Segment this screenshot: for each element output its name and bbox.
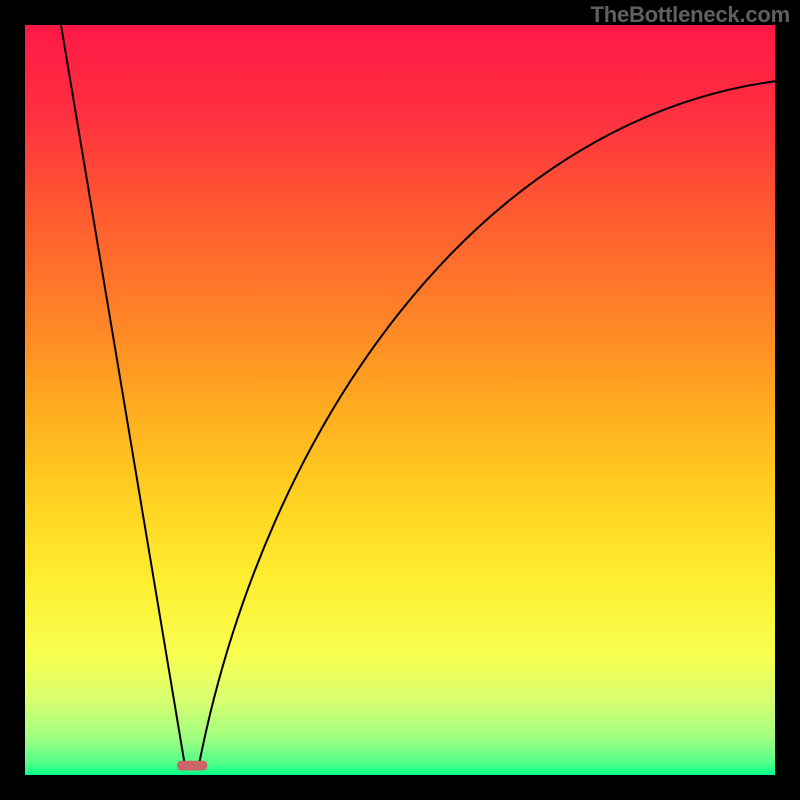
gradient-background bbox=[25, 25, 775, 775]
chart-frame: TheBottleneck.com bbox=[0, 0, 800, 800]
frame-border-right bbox=[775, 0, 800, 800]
watermark-text: TheBottleneck.com bbox=[590, 2, 790, 28]
plot-svg bbox=[25, 25, 775, 775]
frame-border-left bbox=[0, 0, 25, 800]
apex-marker bbox=[177, 761, 207, 771]
plot-area bbox=[25, 25, 775, 775]
frame-border-bottom bbox=[0, 775, 800, 800]
